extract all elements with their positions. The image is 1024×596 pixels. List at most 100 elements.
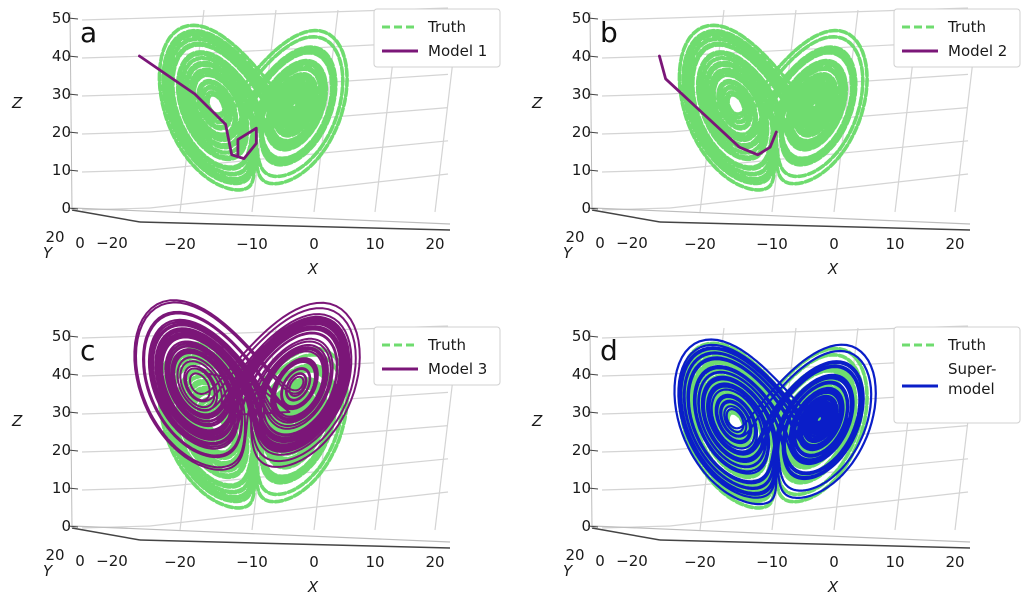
z-tick-mark xyxy=(587,411,599,414)
z-axis-line xyxy=(69,11,73,211)
grid-line-zl-5 xyxy=(81,17,151,21)
x-tick-label: −20 xyxy=(684,235,716,253)
z-tick-mark xyxy=(587,373,599,376)
x-tick-label: 0 xyxy=(829,553,839,571)
z-tick-mark xyxy=(67,17,79,20)
x-tick-label: −20 xyxy=(164,553,196,571)
z-tick-label: 40 xyxy=(52,365,71,383)
series-truth xyxy=(677,23,869,192)
legend-label: Super-model xyxy=(948,360,996,398)
y-tick-label: 20 xyxy=(45,546,64,564)
x-tick-label: 10 xyxy=(365,235,384,253)
z-axis-line xyxy=(589,329,593,529)
grid-line-zl-3 xyxy=(601,411,671,415)
floor-edge-back xyxy=(71,207,451,225)
z-tick-mark xyxy=(67,55,79,58)
grid-line-z-0 xyxy=(149,491,449,527)
x-axis-title: X xyxy=(827,260,839,278)
grid-line-zl-0 xyxy=(601,207,671,211)
grid-line-zl-2 xyxy=(601,449,671,453)
y-tick-label: −20 xyxy=(616,552,648,570)
legend: Truth Model 1 xyxy=(373,8,501,68)
z-axis-line xyxy=(589,11,593,211)
x-tick-label: 0 xyxy=(309,235,319,253)
x-tick-label: 0 xyxy=(309,553,319,571)
x-tick-label: 10 xyxy=(885,235,904,253)
grid-line-zl-1 xyxy=(601,487,671,491)
z-tick-mark xyxy=(67,487,79,490)
z-tick-mark xyxy=(587,487,599,490)
grid-line-zl-1 xyxy=(601,169,671,173)
y-tick-label: 0 xyxy=(595,552,605,570)
x-tick-label: −10 xyxy=(236,235,268,253)
y-axis-title: Y xyxy=(563,244,574,262)
grid-line-zl-3 xyxy=(81,93,151,97)
panel-letter: a xyxy=(80,16,97,49)
y-tick-label: 20 xyxy=(565,546,584,564)
y-tick-label: −20 xyxy=(96,552,128,570)
z-tick-mark xyxy=(587,131,599,134)
floor-edge-back xyxy=(71,525,451,543)
z-tick-label: 40 xyxy=(572,47,591,65)
series-model-3 xyxy=(133,299,361,471)
x-tick-label: 20 xyxy=(425,553,444,571)
z-tick-mark xyxy=(587,93,599,96)
x-tick-label: −10 xyxy=(236,553,268,571)
z-tick-mark xyxy=(587,335,599,338)
legend-label: Truth xyxy=(947,336,986,354)
z-tick-mark xyxy=(67,449,79,452)
z-tick-label: 10 xyxy=(52,479,71,497)
grid-line-zl-1 xyxy=(81,487,151,491)
z-axis-line xyxy=(69,329,73,529)
z-axis-title: Z xyxy=(11,412,23,430)
series-model-2 xyxy=(658,54,778,157)
grid-line-zl-1 xyxy=(81,169,151,173)
z-tick-label: 40 xyxy=(52,47,71,65)
y-tick-label: 0 xyxy=(75,234,85,252)
z-tick-label: 40 xyxy=(572,365,591,383)
panel-c: 0 10 20 30 40 50 −20 −10 0 10 20 20 0 −20 Z Y Xc Truth Mod… xyxy=(11,299,501,596)
series-super-model xyxy=(673,338,877,506)
z-tick-label: 20 xyxy=(52,123,71,141)
z-tick-mark xyxy=(67,525,79,528)
grid-line-zl-5 xyxy=(601,335,671,339)
x-tick-label: −20 xyxy=(164,235,196,253)
panel-a: 0 10 20 30 40 50 −20 −10 0 10 20 20 0 −20 Z Y Xa Truth Mod… xyxy=(11,7,501,278)
grid-line-zl-2 xyxy=(81,449,151,453)
z-tick-mark xyxy=(587,17,599,20)
z-axis-title: Z xyxy=(531,94,543,112)
z-tick-label: 30 xyxy=(52,85,71,103)
x-tick-label: −10 xyxy=(756,235,788,253)
z-tick-label: 20 xyxy=(572,441,591,459)
x-tick-label: 20 xyxy=(945,235,964,253)
y-tick-label: 0 xyxy=(595,234,605,252)
y-axis-title: Y xyxy=(43,562,54,580)
legend-label: Model 3 xyxy=(428,360,487,378)
z-tick-label: 50 xyxy=(52,9,71,27)
panel-d: 0 10 20 30 40 50 −20 −10 0 10 20 20 0 −20 Z Y Xd Truth Sup… xyxy=(531,325,1021,596)
x-tick-label: 10 xyxy=(885,553,904,571)
y-tick-label: 20 xyxy=(45,228,64,246)
z-tick-mark xyxy=(587,207,599,210)
z-tick-label: 10 xyxy=(572,161,591,179)
grid-line-zl-3 xyxy=(81,411,151,415)
floor-edge-front xyxy=(139,539,451,549)
series-truth xyxy=(157,23,349,192)
y-tick-label: −20 xyxy=(96,234,128,252)
grid-line-z-0 xyxy=(149,173,449,209)
legend: Truth Model 3 xyxy=(373,326,501,386)
legend-box xyxy=(893,326,1021,424)
z-tick-mark xyxy=(587,449,599,452)
grid-line-z-0 xyxy=(669,491,969,527)
grid-line-zl-4 xyxy=(81,373,151,377)
grid-line-zl-2 xyxy=(81,131,151,135)
floor-edge-left xyxy=(71,209,141,223)
legend-label: Model 2 xyxy=(948,42,1007,60)
y-axis-title: Y xyxy=(43,244,54,262)
z-tick-mark xyxy=(587,169,599,172)
legend: Truth Super-model xyxy=(893,326,1021,424)
y-tick-label: −20 xyxy=(616,234,648,252)
floor-edge-back xyxy=(591,207,971,225)
